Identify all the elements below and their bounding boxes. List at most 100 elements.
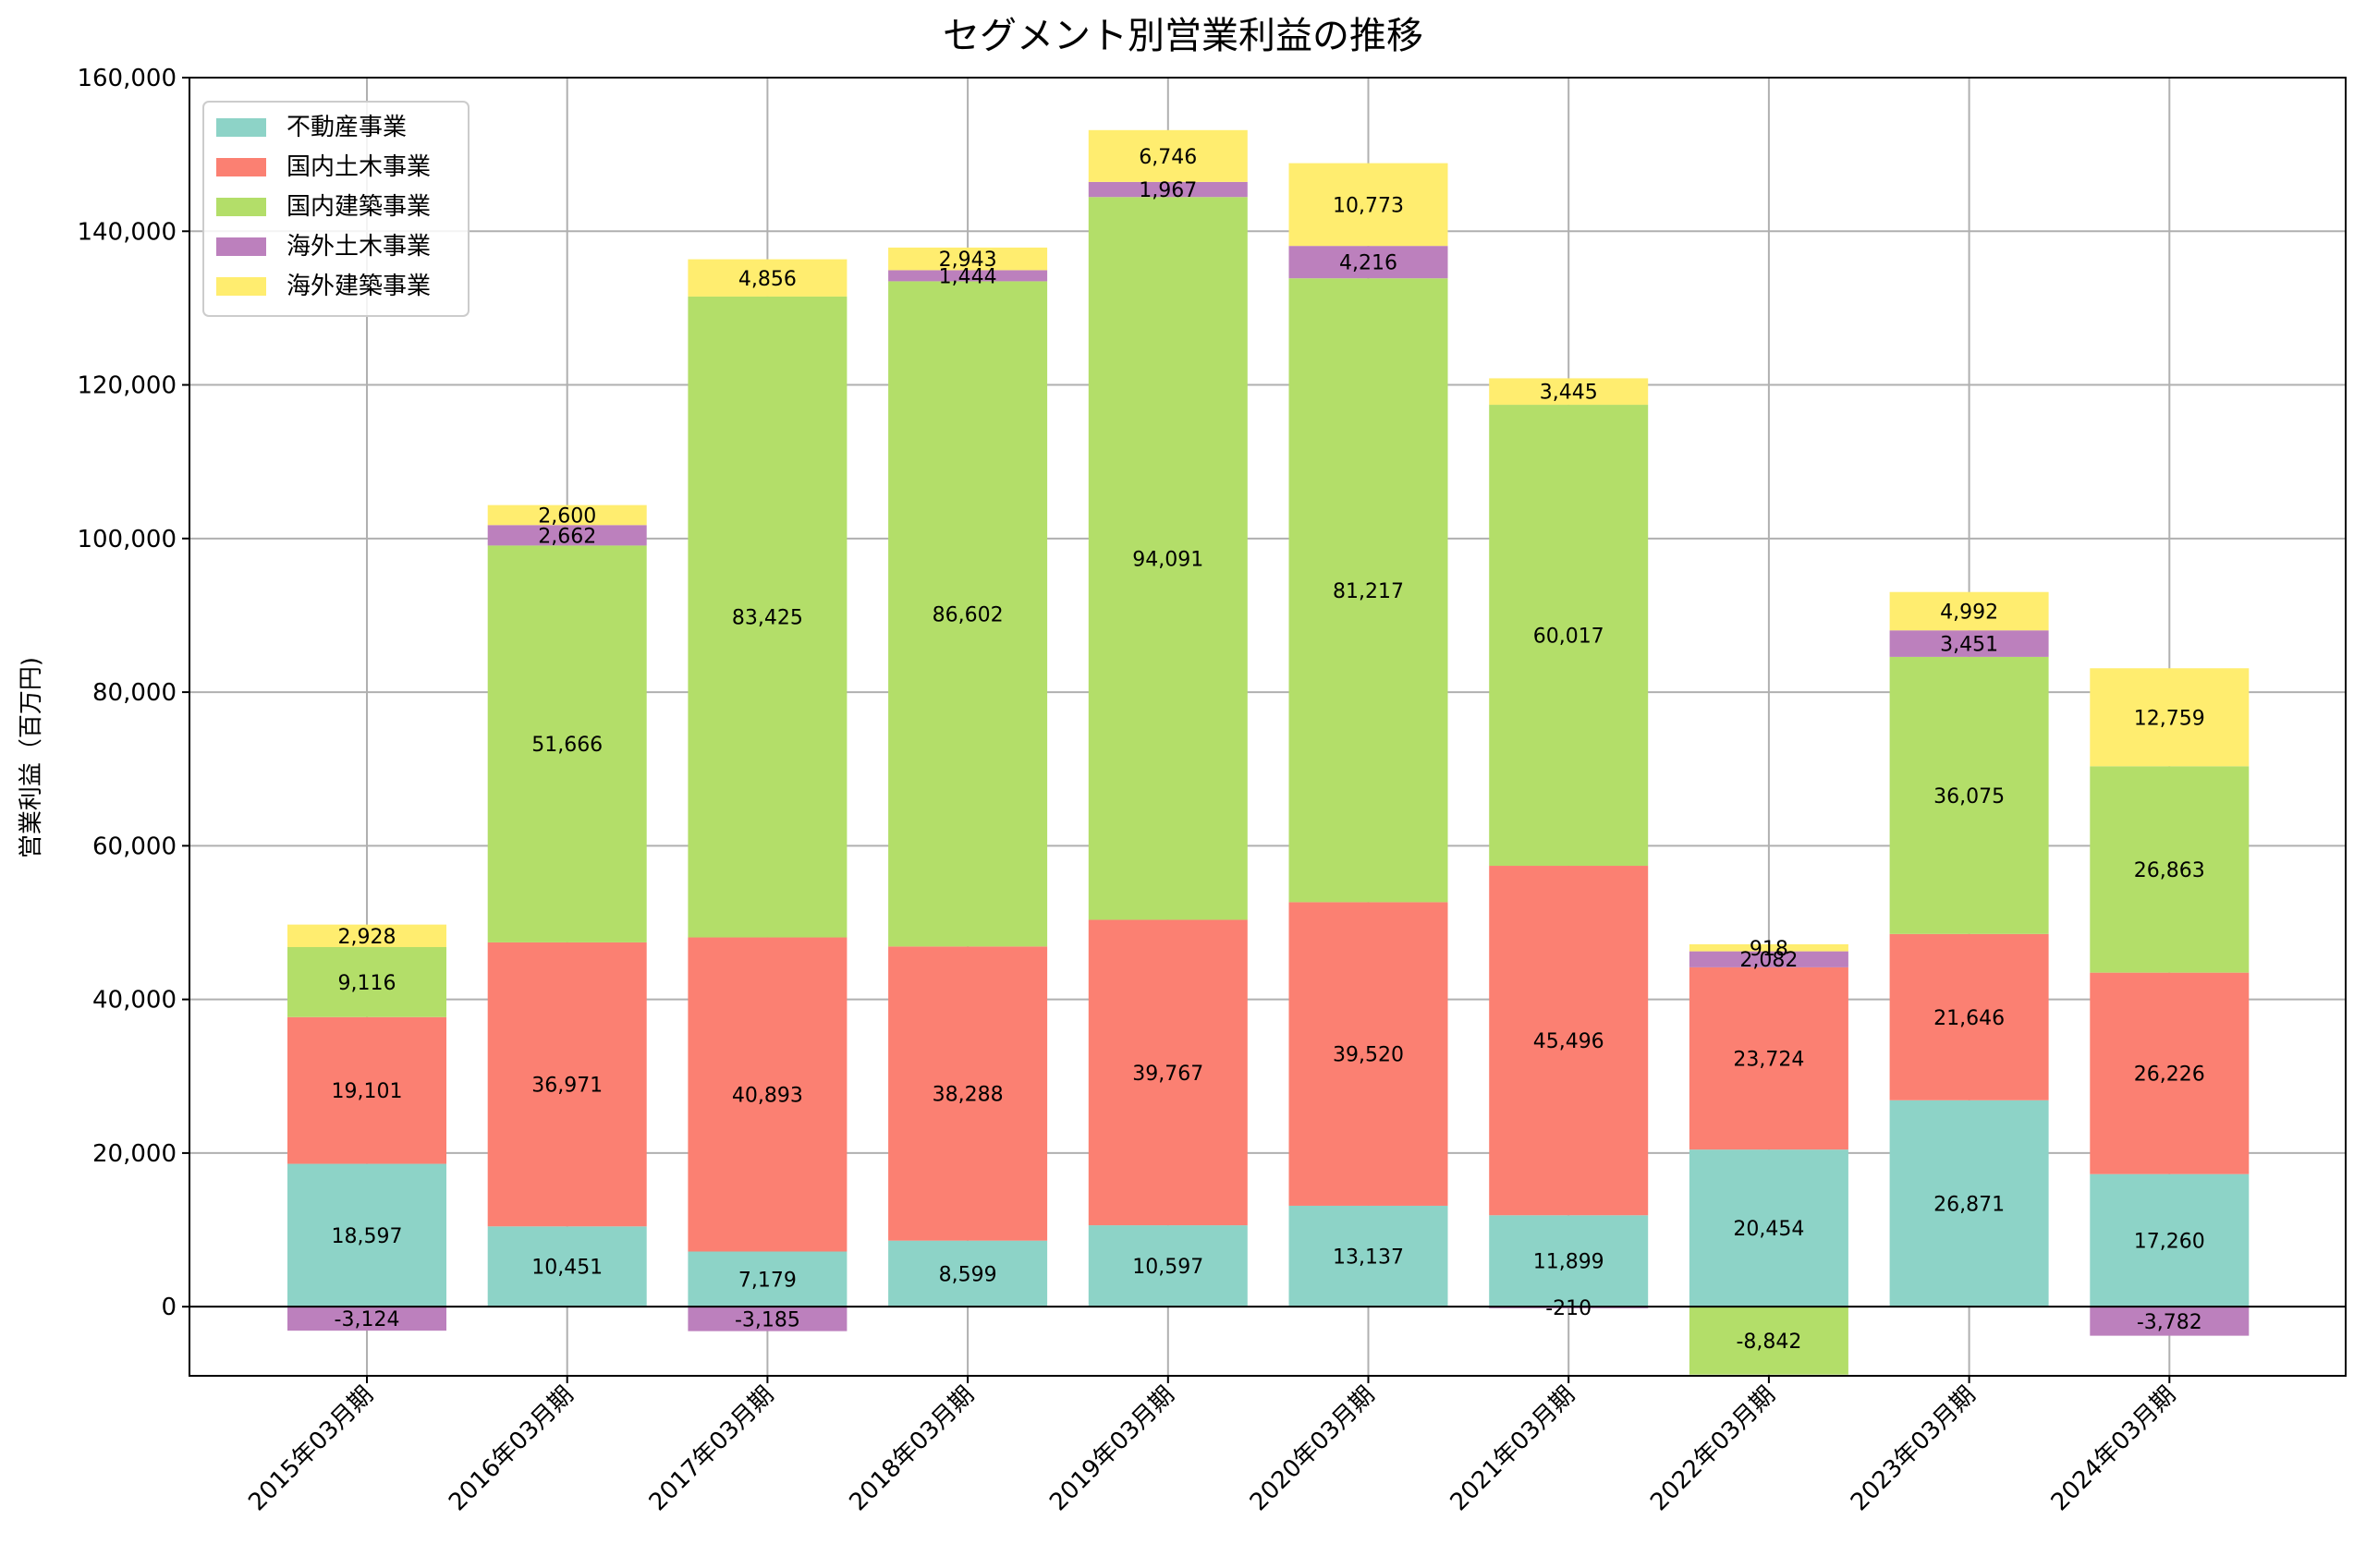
bar [688, 1251, 848, 1307]
data-label: 36,075 [1933, 785, 2005, 808]
bar [1489, 378, 1649, 406]
bar [888, 270, 1048, 282]
data-label: 13,137 [1333, 1246, 1404, 1270]
y-tick-label: 100,000 [77, 526, 177, 553]
legend-entry: 国内土木事業 [287, 153, 431, 181]
data-label: 2,600 [538, 504, 596, 528]
bar [688, 259, 848, 297]
data-label: 26,871 [1933, 1193, 2005, 1216]
chart-title: セグメント別営業利益の推移 [943, 15, 1423, 57]
x-tick-label: 2016年03月期 [444, 1381, 579, 1517]
data-label: 10,597 [1132, 1256, 1203, 1279]
data-label: 1,967 [1139, 179, 1197, 202]
bar [888, 247, 1048, 271]
bar [1288, 246, 1448, 279]
bar [888, 946, 1048, 1241]
bar [1889, 656, 2049, 934]
bar [487, 504, 647, 526]
data-label: 83,425 [732, 607, 803, 630]
bar [2090, 668, 2250, 767]
bar [2090, 1173, 2250, 1307]
data-label: 94,091 [1132, 548, 1203, 571]
data-label: 2,928 [338, 926, 396, 949]
y-tick-label: 80,000 [92, 679, 177, 707]
legend-entry: 海外建築事業 [287, 273, 431, 300]
y-tick-label: 160,000 [77, 65, 177, 92]
bar [1288, 278, 1448, 903]
bars-layer [287, 129, 2250, 1375]
bar [1489, 405, 1649, 867]
bar [888, 1240, 1048, 1307]
bar [1689, 1307, 1848, 1375]
data-label: 86,602 [933, 603, 1004, 626]
bar [2090, 972, 2250, 1174]
data-label: 17,260 [2134, 1230, 2205, 1253]
bar [287, 924, 446, 947]
bar [287, 1307, 446, 1331]
bar [1689, 943, 1848, 952]
legend-swatch [216, 237, 266, 256]
data-label: 60,017 [1533, 626, 1604, 649]
data-label: 918 [1750, 938, 1788, 961]
bar [2090, 766, 2250, 973]
data-label: 3,451 [1940, 634, 1998, 657]
bar [287, 1016, 446, 1164]
data-label: -210 [1545, 1297, 1592, 1320]
legend-box [202, 101, 470, 317]
legend-entry: 国内建築事業 [287, 193, 431, 221]
bar [1288, 1205, 1448, 1307]
y-tick-label: 120,000 [77, 372, 177, 400]
data-label: 10,773 [1333, 194, 1404, 217]
data-labels: 18,597 19,101 9,116 -3,124 2,928 10,451 36,971… [332, 146, 2205, 1354]
data-label: 12,759 [2134, 707, 2205, 730]
data-label: 8,599 [939, 1263, 997, 1286]
bar [1889, 591, 2049, 631]
y-tick-label: 140,000 [77, 218, 177, 246]
data-label: 4,856 [738, 268, 797, 291]
data-label: 39,520 [1333, 1044, 1404, 1067]
legend-swatch [216, 277, 266, 296]
x-tick-label: 2021年03月期 [1445, 1381, 1581, 1517]
x-tick-label: 2020年03月期 [1245, 1381, 1381, 1517]
bar [1889, 933, 2049, 1100]
data-label: 11,899 [1533, 1251, 1604, 1274]
plot-frame [189, 77, 2347, 1377]
bar [1088, 1225, 1248, 1307]
data-label: 4,992 [1940, 601, 1998, 624]
bar [688, 937, 848, 1252]
x-tick-label: 2015年03月期 [243, 1381, 379, 1517]
y-tick-label: 20,000 [92, 1140, 177, 1168]
y-axis-label: 営業利益（百万円) [18, 657, 45, 858]
bar [1489, 866, 1649, 1216]
data-label: 7,179 [738, 1269, 797, 1292]
data-label: 38,288 [933, 1084, 1004, 1107]
data-label: 10,451 [531, 1257, 603, 1280]
data-label: 26,863 [2134, 859, 2205, 882]
data-label: -3,124 [335, 1308, 400, 1331]
bar [287, 1163, 446, 1307]
data-label: 81,217 [1333, 580, 1404, 603]
bar [487, 942, 647, 1227]
x-tick-label: 2017年03月期 [644, 1381, 780, 1517]
data-label: 36,971 [531, 1075, 603, 1098]
bar [487, 545, 647, 942]
legend-swatch [216, 158, 266, 176]
bar [1088, 919, 1248, 1226]
data-label: 51,666 [531, 734, 603, 757]
bar [1288, 902, 1448, 1206]
x-tick-label: 2023年03月期 [1846, 1381, 1982, 1517]
bar [1088, 129, 1248, 182]
x-tick-label: 2022年03月期 [1645, 1381, 1781, 1517]
data-label: 2,943 [939, 249, 997, 272]
data-label: 3,445 [1540, 382, 1598, 405]
data-label: 45,496 [1533, 1030, 1604, 1053]
legend-swatch [216, 118, 266, 137]
bar [487, 1226, 647, 1307]
data-label: 1,444 [939, 265, 997, 288]
x-tick-label: 2019年03月期 [1044, 1381, 1180, 1517]
x-tick-label: 2024年03月期 [2046, 1381, 2182, 1517]
bar [487, 525, 647, 546]
legend-entry: 不動産事業 [287, 114, 407, 141]
